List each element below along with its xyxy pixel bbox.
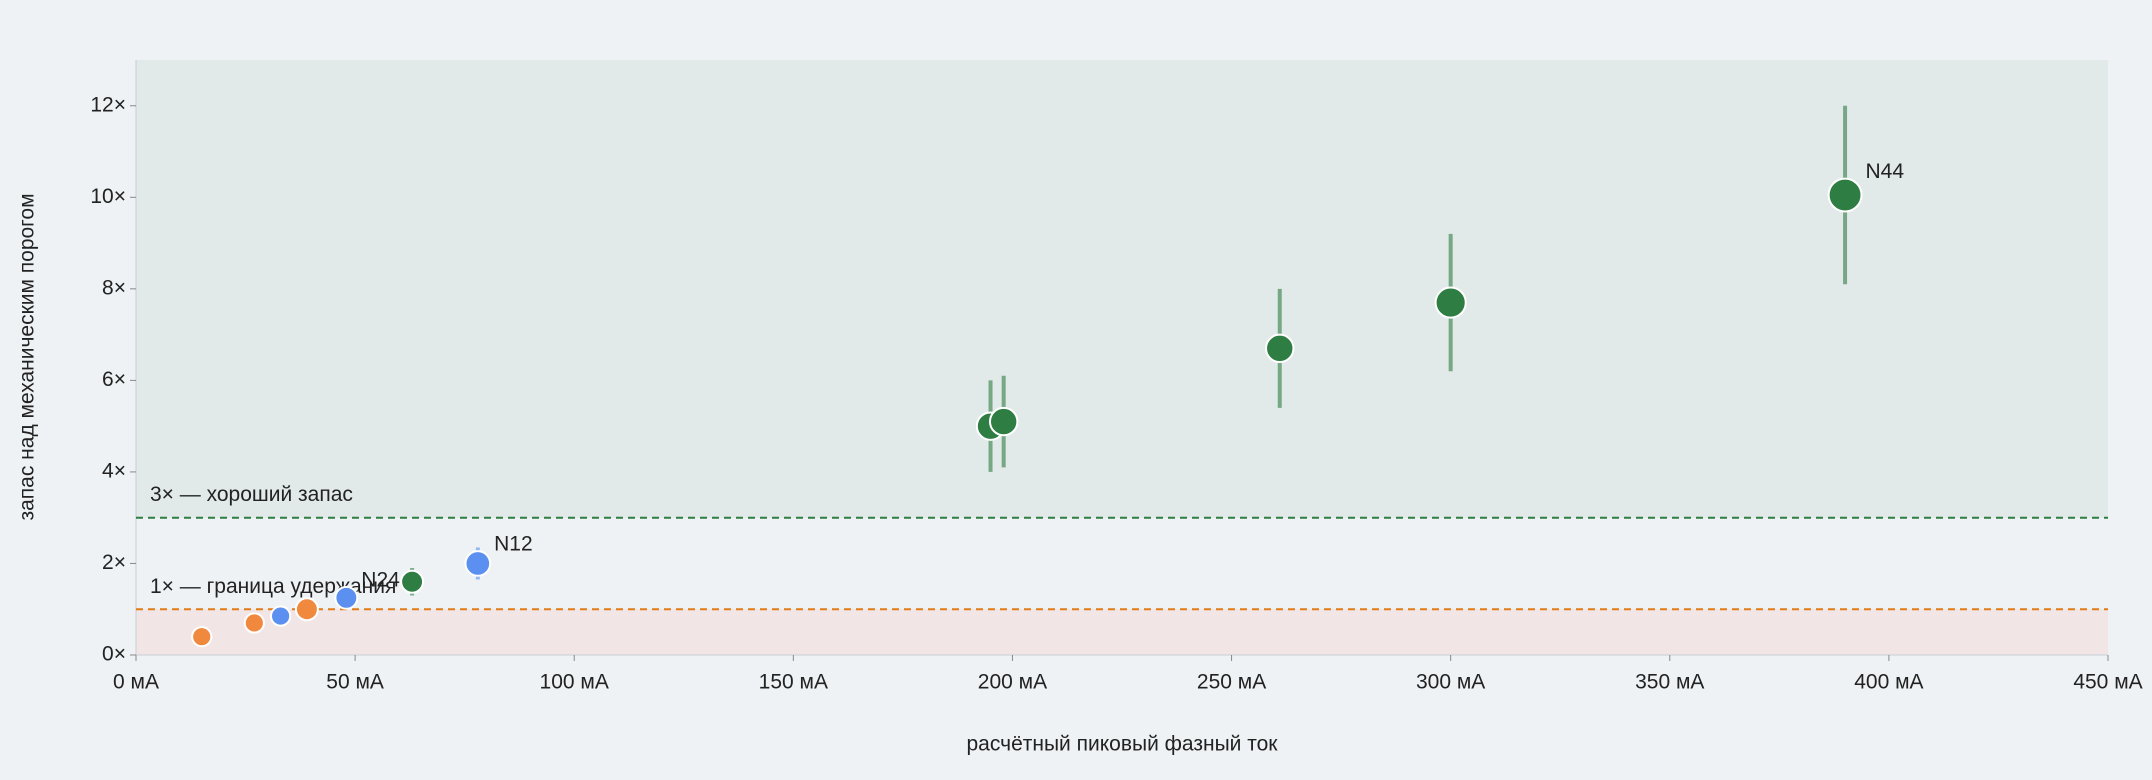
x-axis-label: расчётный пиковый фазный ток [967,733,1279,756]
point [464,550,492,577]
y-axis-label: запас над механическим порогом [16,193,39,520]
y-tick-label: 2× [102,551,126,574]
point [400,569,425,594]
point [1827,177,1863,213]
x-tick-label: 200 мА [978,671,1047,694]
point [1265,333,1295,364]
point [191,626,213,648]
reference-label: 1× — граница удержания [150,575,396,598]
y-tick-label: 6× [102,368,126,391]
x-tick-label: 50 мА [326,671,384,694]
point-label: N44 [1866,160,1905,183]
y-tick-label: 12× [90,93,126,116]
y-tick-label: 4× [102,459,126,482]
x-tick-label: 400 мА [1854,671,1923,694]
point [1434,286,1467,319]
point [294,597,319,622]
y-tick-label: 10× [90,185,126,208]
point [270,605,292,627]
point [243,612,265,634]
point-label: N12 [494,533,533,556]
x-tick-label: 300 мА [1416,671,1485,694]
band [136,60,2108,518]
x-tick-label: 250 мА [1197,671,1266,694]
point [988,406,1019,437]
x-tick-label: 100 мА [540,671,609,694]
x-tick-label: 350 мА [1635,671,1704,694]
x-tick-label: 0 мА [113,671,159,694]
band [136,609,2108,655]
y-tick-label: 0× [102,643,126,666]
point-label: N24 [361,568,400,591]
x-tick-label: 450 мА [2073,671,2142,694]
x-tick-label: 150 мА [759,671,828,694]
reference-label: 3× — хороший запас [150,483,353,506]
y-tick-label: 8× [102,276,126,299]
point [334,585,359,610]
